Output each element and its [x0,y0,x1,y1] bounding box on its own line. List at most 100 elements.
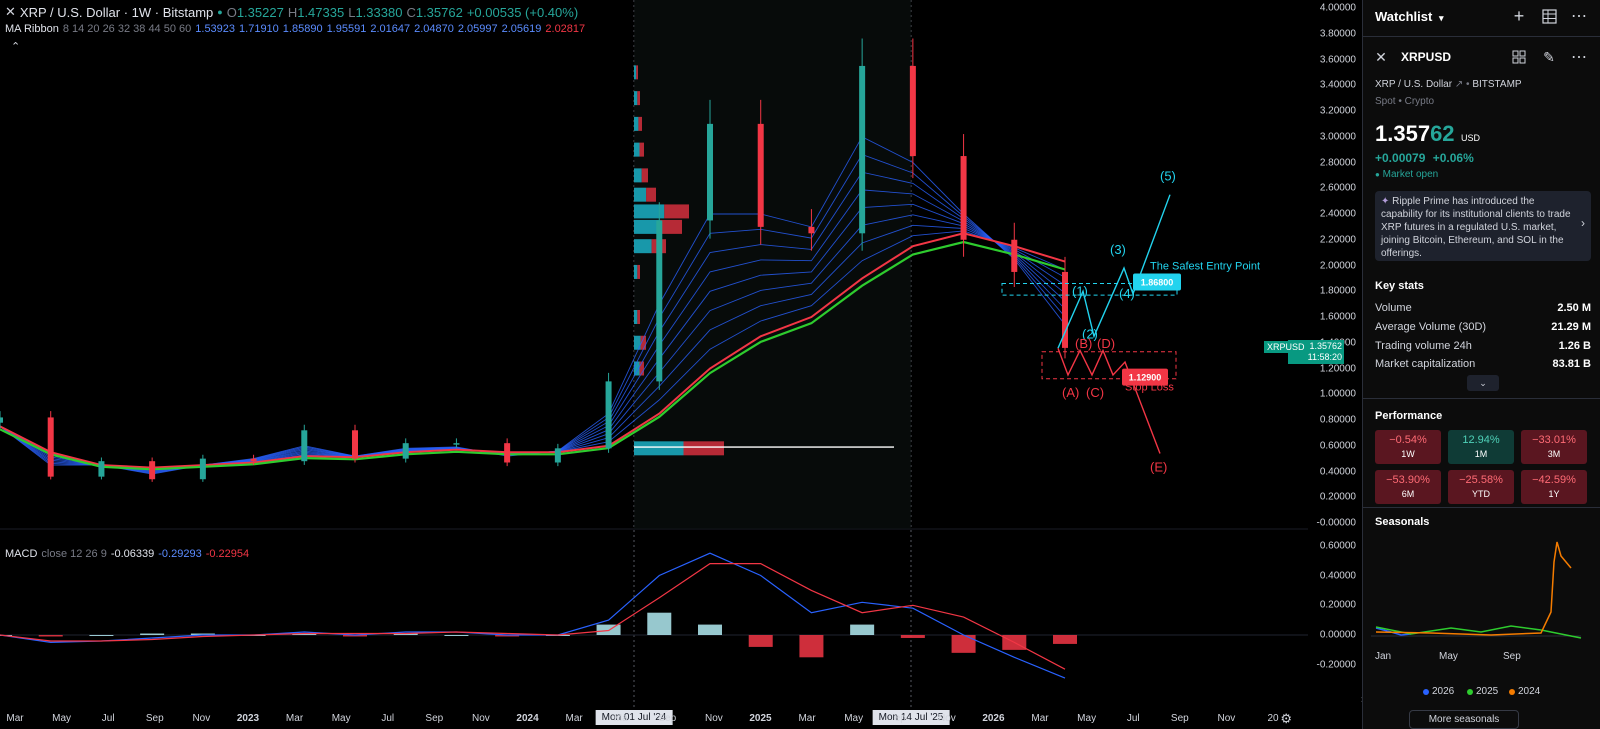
seasonals-chart[interactable]: Jan May Sep [1371,532,1597,672]
price-axis[interactable]: 4.00000 3.80000 3.60000 3.40000 3.20000 3.000… [1288,0,1362,729]
volume-profile-bar [637,91,640,106]
wave-4-label: (4) [1119,286,1135,301]
low-value: 1.33380 [355,4,403,20]
close-details-icon[interactable]: ✕ [1375,48,1387,65]
time-axis-tick: Mar [6,713,24,724]
time-axis-tick: Nov [1217,713,1236,724]
seasonals-title: Seasonals [1375,516,1430,528]
collapse-legend-icon[interactable]: ⌃ [11,41,21,53]
seasonal-line [1375,541,1572,636]
price-axis-tick: 2.60000 [1319,182,1356,194]
macd-axis-tick: 0.60000 [1319,540,1356,552]
seasonal-month-label: Sep [1503,651,1521,662]
macd-legend[interactable]: MACD close 12 26 9 -0.06339 -0.29293 -0.… [5,548,249,560]
countdown-timer: 11:58:20 [1307,352,1342,363]
price-axis-tick: 1.80000 [1319,285,1356,297]
volume-profile-bar [634,264,638,279]
performance-value: 12.94% [1462,434,1500,446]
candle-body [504,443,511,463]
expand-stats-button[interactable]: ⌄ [1467,375,1499,391]
macd-axis-tick: -0.20000 [1316,659,1356,671]
price-change: +0.00079 +0.06% [1375,151,1474,165]
ma-ribbon-legend[interactable]: MA Ribbon 8 14 20 26 32 38 44 50 60 1.53… [5,23,585,35]
volume-profile-bar [634,310,638,324]
macd-params: close 12 26 9 [41,548,107,560]
wave-a-label: (A) [1062,385,1079,400]
price-chart[interactable]: (1) (2) (3) (4) (5) 1.86800 The Safest Entry P… [0,0,1308,708]
performance-period: YTD [1472,489,1490,499]
macd-histogram-bar [647,612,672,635]
close-legend-icon[interactable]: ✕ [5,4,16,19]
watchlist-title[interactable]: Watchlist ▾ [1375,9,1444,24]
volume-profile-bar [634,441,684,456]
time-axis-tick: 20 [1267,713,1279,724]
volume-profile-bar [634,168,642,183]
time-axis-tick: Mar [565,713,583,724]
price-axis-tick: 3.60000 [1319,54,1356,65]
price-axis-tick: 1.00000 [1319,388,1356,400]
volume-profile-bar [637,264,640,279]
details-symbol: XRPUSD [1401,50,1452,64]
symbol-title: XRP / U.S. Dollar · 1W · Bitstamp [19,4,214,20]
volume-profile-bar [634,361,640,376]
seasonal-month-label: Jan [1375,651,1391,662]
stat-row: Market capitalization 83.81 B [1375,358,1591,370]
ma-value: 2.05997 [457,23,498,35]
candle-body [757,123,764,227]
time-axis[interactable]: Mon 01 Jul '24 Mon 14 Jul '25 ⚙ Mar May Ju… [0,708,1362,729]
external-link-icon[interactable]: ↗ [1454,79,1464,90]
performance-cell: −33.01% 3M [1521,430,1587,464]
chart-area[interactable]: (1) (2) (3) (4) (5) 1.86800 The Safest Entry P… [0,0,1364,729]
time-axis-tick: Nov [192,713,211,724]
macd-histogram-bar [140,633,165,635]
performance-value: −0.54% [1389,434,1427,446]
time-axis-tick: Jul [101,713,115,724]
price-small: 62 [1430,121,1455,146]
add-symbol-icon[interactable]: + [1513,5,1525,26]
wave-5-label: (5) [1160,169,1176,184]
candle-body [605,381,612,449]
time-axis-tick: May [1077,713,1097,724]
macd-axis-tick: 0.20000 [1319,599,1356,611]
layout-grid-icon[interactable] [1509,47,1529,67]
price-axis-tick: 0.80000 [1319,414,1356,426]
macd-histogram-bar [292,633,317,635]
entry-point-text: The Safest Entry Point [1150,261,1260,273]
time-axis-tick: ep [894,713,906,724]
performance-value: −42.59% [1532,474,1576,486]
macd-histogram-bar [748,635,773,647]
macd-histogram-bar [799,635,824,658]
volume-profile-bar [639,361,644,376]
volume-profile-bar [634,142,640,157]
settings-gear-icon[interactable]: ⚙ [1280,711,1292,726]
more-options-icon[interactable]: ⋯ [1571,49,1587,66]
entry-zone-box [1001,283,1178,296]
time-axis-tick: Mar [798,713,816,724]
price-axis-tick: 1.60000 [1319,311,1356,323]
news-card[interactable]: ✦ Ripple Prime has introduced the capabi… [1375,191,1591,261]
macd-label: MACD [5,548,38,560]
price-axis-tick: 1.20000 [1319,363,1356,374]
performance-value: −33.01% [1532,434,1576,446]
macd-axis-tick: 0.00000 [1319,629,1356,641]
ma-green-line [0,240,1066,471]
watchlist-sidebar: Watchlist ▾ + ⋯ ✕ XRPUSD ✎ ⋯ XRP / U.S. … [1362,0,1600,729]
price-axis-tick: 3.40000 [1319,79,1356,91]
macd-line-value: -0.29293 [158,548,202,560]
time-axis-tick: Sep [425,713,444,724]
more-options-icon[interactable]: ⋯ [1571,8,1587,25]
performance-period: 1M [1474,449,1488,459]
macd-histogram-bar [444,635,469,636]
wave-e-label: (E) [1150,460,1167,475]
close-value: 1.35762 [415,4,463,20]
price-axis-tick: 2.80000 [1319,157,1356,168]
more-seasonals-button[interactable]: More seasonals [1409,710,1519,729]
edit-note-icon[interactable]: ✎ [1543,48,1555,65]
time-axis-tick: Ma [613,713,628,724]
time-axis-tick: Mar [285,713,304,724]
candle-body [909,65,916,157]
candle-body [250,458,257,462]
last-price: 1.35762 USD [1375,121,1480,147]
table-view-icon[interactable] [1539,6,1559,26]
